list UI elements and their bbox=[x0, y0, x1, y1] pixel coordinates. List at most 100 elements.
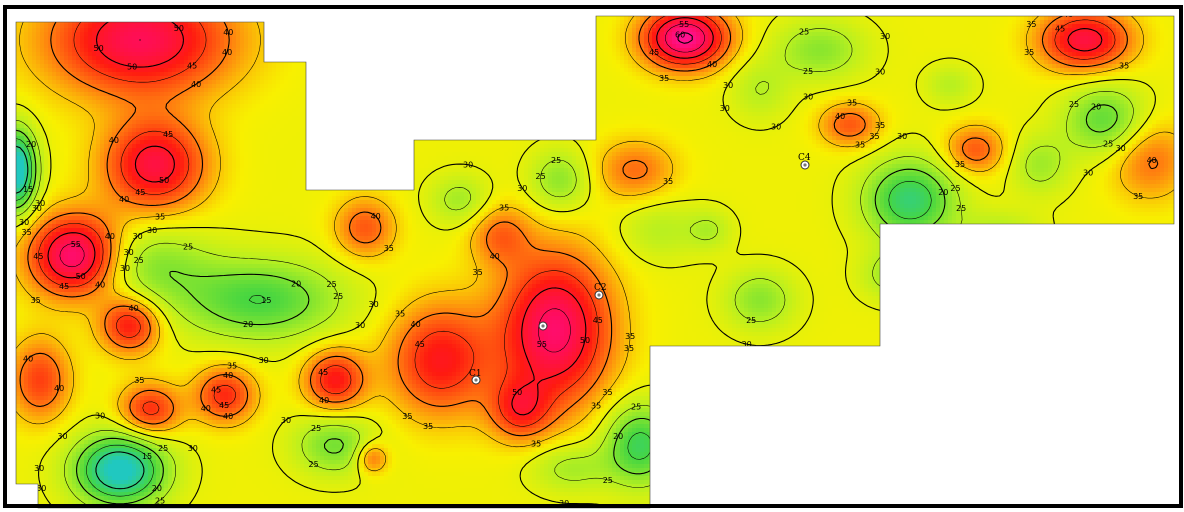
heatmap-cell bbox=[876, 0, 881, 5]
heatmap-cell bbox=[772, 40, 777, 45]
heatmap-cell bbox=[840, 60, 845, 65]
heatmap-cell bbox=[1064, 48, 1069, 53]
heatmap-cell bbox=[492, 40, 497, 45]
heatmap-cell bbox=[32, 32, 37, 37]
heatmap-cell bbox=[120, 12, 125, 17]
heatmap-cell bbox=[72, 56, 77, 61]
heatmap-cell bbox=[480, 20, 485, 25]
heatmap-cell bbox=[412, 40, 417, 45]
heatmap-cell bbox=[264, 40, 269, 45]
heatmap-cell bbox=[312, 24, 317, 29]
heatmap-cell bbox=[572, 48, 577, 53]
heatmap-cell bbox=[440, 52, 445, 57]
heatmap-cell bbox=[156, 32, 161, 37]
heatmap-cell bbox=[512, 12, 517, 17]
heatmap-cell bbox=[528, 20, 533, 25]
heatmap-cell bbox=[960, 16, 965, 21]
heatmap-cell bbox=[828, 60, 833, 65]
heatmap-cell bbox=[1028, 40, 1033, 45]
heatmap-cell bbox=[352, 12, 357, 17]
heatmap-cell bbox=[1160, 36, 1165, 41]
heatmap-cell bbox=[644, 48, 649, 53]
heatmap-cell bbox=[808, 52, 813, 57]
heatmap-cell bbox=[728, 20, 733, 25]
heatmap-cell bbox=[320, 44, 325, 49]
heatmap-cell bbox=[820, 40, 825, 45]
heatmap-cell bbox=[820, 0, 825, 5]
heatmap-cell bbox=[128, 24, 133, 29]
heatmap-cell bbox=[204, 24, 209, 29]
heatmap-cell bbox=[924, 44, 929, 49]
heatmap-cell bbox=[912, 56, 917, 61]
heatmap-cell bbox=[172, 12, 177, 17]
heatmap-cell bbox=[520, 48, 525, 53]
heatmap-cell bbox=[380, 48, 385, 53]
heatmap-cell bbox=[88, 44, 93, 49]
heatmap-cell bbox=[228, 0, 233, 5]
heatmap-cell bbox=[104, 32, 109, 37]
heatmap-cell bbox=[540, 60, 545, 65]
heatmap-cell bbox=[312, 36, 317, 41]
heatmap-cell bbox=[1072, 24, 1077, 29]
heatmap-cell bbox=[468, 12, 473, 17]
heatmap-cell bbox=[120, 40, 125, 45]
heatmap-cell bbox=[232, 16, 237, 21]
heatmap-cell bbox=[344, 52, 349, 57]
heatmap-cell bbox=[28, 36, 33, 41]
heatmap-cell bbox=[452, 36, 457, 41]
heatmap-cell bbox=[752, 0, 757, 5]
heatmap-cell bbox=[500, 40, 505, 45]
heatmap-cell bbox=[324, 16, 329, 21]
heatmap-cell bbox=[512, 28, 517, 33]
heatmap-cell bbox=[960, 0, 965, 5]
heatmap-cell bbox=[1036, 0, 1041, 5]
heatmap-cell bbox=[972, 60, 977, 65]
heatmap-cell bbox=[276, 56, 281, 61]
heatmap-cell bbox=[84, 16, 89, 21]
heatmap-cell bbox=[516, 52, 521, 57]
heatmap-cell bbox=[980, 44, 985, 49]
heatmap-cell bbox=[464, 40, 469, 45]
heatmap-cell bbox=[300, 52, 305, 57]
heatmap-cell bbox=[1120, 44, 1125, 49]
heatmap-cell bbox=[812, 32, 817, 37]
heatmap-cell bbox=[1016, 20, 1021, 25]
heatmap-cell bbox=[556, 44, 561, 49]
heatmap-cell bbox=[688, 64, 693, 69]
heatmap-cell bbox=[264, 48, 269, 53]
heatmap-cell bbox=[416, 28, 421, 33]
heatmap-cell bbox=[1048, 28, 1053, 33]
heatmap-cell bbox=[368, 48, 373, 53]
heatmap-cell bbox=[300, 20, 305, 25]
heatmap-cell bbox=[252, 0, 257, 5]
heatmap-cell bbox=[796, 64, 801, 69]
heatmap-cell bbox=[660, 52, 665, 57]
heatmap-cell bbox=[388, 56, 393, 61]
heatmap-cell bbox=[780, 16, 785, 21]
heatmap-cell bbox=[276, 40, 281, 45]
heatmap-cell bbox=[980, 24, 985, 29]
heatmap-cell bbox=[1100, 24, 1105, 29]
heatmap-cell bbox=[76, 60, 81, 65]
heatmap-cell bbox=[992, 36, 997, 41]
heatmap-cell bbox=[456, 56, 461, 61]
heatmap-cell bbox=[88, 52, 93, 57]
heatmap-cell bbox=[252, 44, 257, 49]
heatmap-cell bbox=[324, 40, 329, 45]
heatmap-cell bbox=[116, 16, 121, 21]
heatmap-cell bbox=[748, 16, 753, 21]
heatmap-cell bbox=[1136, 48, 1141, 53]
heatmap-cell bbox=[912, 28, 917, 33]
heatmap-cell bbox=[964, 0, 969, 5]
heatmap-cell bbox=[80, 44, 85, 49]
heatmap-cell bbox=[68, 36, 73, 41]
heatmap-cell bbox=[444, 20, 449, 25]
heatmap-cell bbox=[420, 20, 425, 25]
heatmap-cell bbox=[168, 24, 173, 29]
heatmap-cell bbox=[868, 48, 873, 53]
heatmap-cell bbox=[712, 28, 717, 33]
heatmap-cell bbox=[988, 44, 993, 49]
heatmap-cell bbox=[352, 16, 357, 21]
heatmap-cell bbox=[48, 12, 53, 17]
heatmap-cell bbox=[932, 0, 937, 5]
